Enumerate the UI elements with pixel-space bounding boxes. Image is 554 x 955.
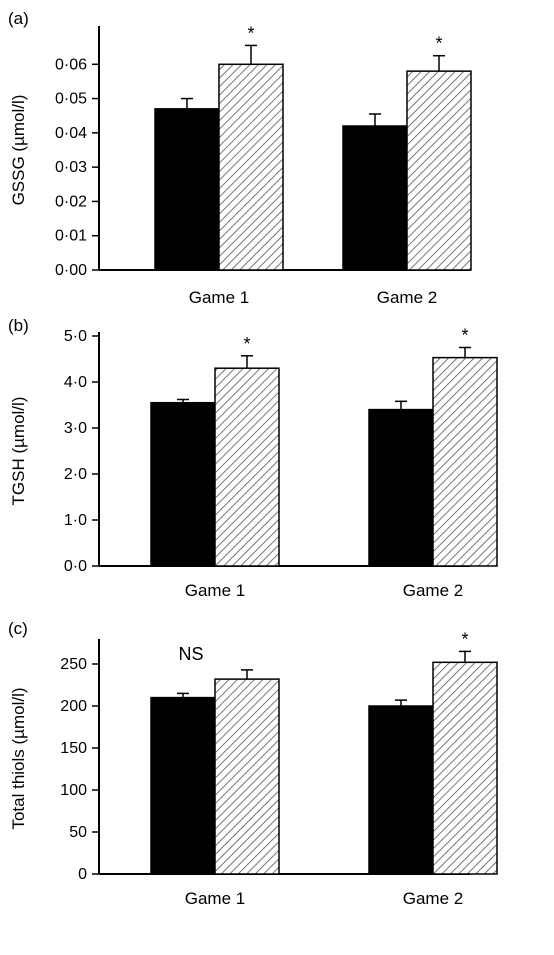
bar-solid xyxy=(368,705,434,875)
bar-solid xyxy=(154,108,220,271)
y-tick-label: 0·04 xyxy=(55,125,87,142)
bar-hatched xyxy=(406,70,472,271)
x-category-label: Game 1 xyxy=(189,288,249,307)
bar-solid xyxy=(342,125,408,271)
y-tick-label: 0·01 xyxy=(55,228,87,245)
x-category-label: Game 1 xyxy=(185,581,245,600)
bar-solid xyxy=(368,408,434,567)
y-tick-label: 0·03 xyxy=(55,159,87,176)
bar-solid xyxy=(150,401,216,567)
x-category-label: Game 1 xyxy=(185,889,245,908)
y-axis-label: TGSH (µmol/l) xyxy=(9,397,28,506)
y-tick-label: 0·06 xyxy=(55,56,87,73)
y-tick-label: 0·05 xyxy=(55,91,87,108)
x-category-label: Game 2 xyxy=(377,288,437,307)
y-tick-label: 1·0 xyxy=(64,512,87,529)
significance-marker: * xyxy=(461,629,468,649)
panel-label: (c) xyxy=(8,619,28,638)
significance-marker: * xyxy=(243,334,250,354)
panel-label: (a) xyxy=(8,9,29,28)
x-category-label: Game 2 xyxy=(403,581,463,600)
significance-marker: * xyxy=(461,326,468,346)
significance-marker: NS xyxy=(178,644,203,664)
y-tick-label: 0·00 xyxy=(55,262,87,279)
y-tick-label: 50 xyxy=(69,824,87,841)
y-tick-label: 250 xyxy=(60,656,87,673)
y-tick-label: 0·0 xyxy=(64,558,87,575)
y-tick-label: 3·0 xyxy=(64,420,87,437)
bar-solid xyxy=(150,696,216,875)
y-axis-label: Total thiols (µmol/l) xyxy=(9,687,28,829)
y-tick-label: 200 xyxy=(60,698,87,715)
y-tick-label: 5·0 xyxy=(64,328,87,345)
significance-marker: * xyxy=(435,34,442,54)
y-tick-label: 4·0 xyxy=(64,374,87,391)
bar-hatched xyxy=(218,63,284,271)
y-axis-label: GSSG (µmol/l) xyxy=(9,95,28,206)
y-tick-label: 2·0 xyxy=(64,466,87,483)
panel-label: (b) xyxy=(8,316,29,335)
y-tick-label: 150 xyxy=(60,740,87,757)
significance-marker: * xyxy=(247,23,254,43)
bar-hatched xyxy=(432,661,498,875)
y-tick-label: 100 xyxy=(60,782,87,799)
bar-hatched xyxy=(214,678,280,875)
x-category-label: Game 2 xyxy=(403,889,463,908)
y-tick-label: 0·02 xyxy=(55,193,87,210)
y-tick-label: 0 xyxy=(78,866,87,883)
bar-hatched xyxy=(432,356,498,567)
bar-hatched xyxy=(214,367,280,567)
